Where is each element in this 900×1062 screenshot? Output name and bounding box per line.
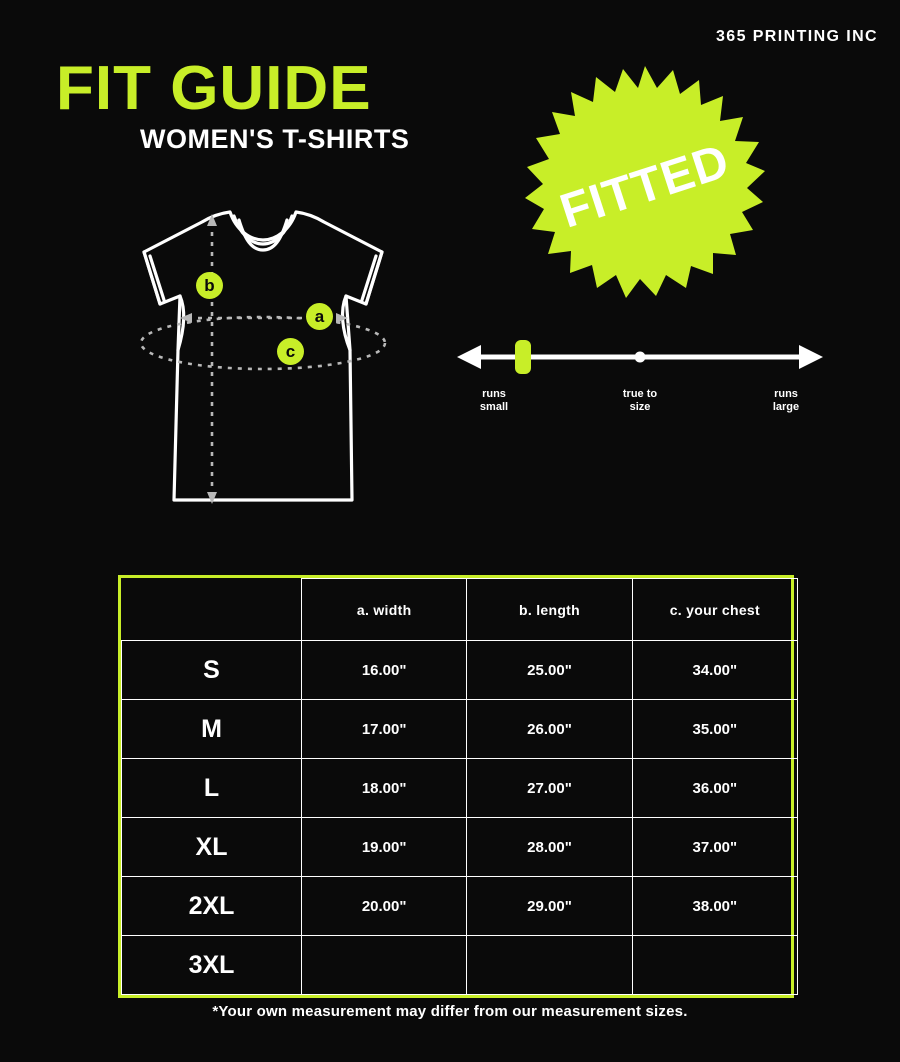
cell-size: L — [121, 758, 302, 818]
cell-chest: 36.00" — [631, 758, 798, 818]
table-row: L 18.00" 27.00" 36.00" — [121, 758, 798, 818]
cell-width — [300, 935, 468, 995]
table-row: M 17.00" 26.00" 35.00" — [121, 699, 798, 759]
cell-size: 2XL — [121, 876, 302, 936]
cell-chest: 34.00" — [631, 640, 798, 700]
starburst-icon — [525, 66, 765, 298]
fit-scale-label-small-line2: small — [479, 400, 509, 413]
cell-length: 26.00" — [466, 699, 633, 759]
cell-width: 18.00" — [300, 758, 468, 818]
fit-marker — [515, 340, 531, 374]
marker-b: b — [196, 272, 223, 299]
cell-chest: 35.00" — [631, 699, 798, 759]
cell-size: M — [121, 699, 302, 759]
fitted-badge: FITTED — [525, 62, 765, 310]
cell-chest: 38.00" — [631, 876, 798, 936]
page-title: FIT GUIDE — [56, 54, 372, 123]
cell-chest: 37.00" — [631, 817, 798, 877]
tshirt-diagram — [100, 200, 420, 530]
chest-measure-ellipse — [139, 315, 387, 371]
col-header-size — [121, 578, 302, 641]
cell-size: XL — [121, 817, 302, 877]
fit-scale-label-true-line1: true to — [622, 388, 658, 400]
col-header-width: a. width — [300, 578, 468, 641]
brand-name: 365 PRINTING INC — [716, 28, 878, 45]
table-header-row: a. width b. length c. your chest — [121, 578, 798, 641]
cell-size: 3XL — [121, 935, 302, 995]
cell-length: 25.00" — [466, 640, 633, 700]
fit-scale — [455, 335, 825, 415]
cell-chest — [631, 935, 798, 995]
marker-a: a — [306, 303, 333, 330]
size-table-body: S 16.00" 25.00" 34.00" M 17.00" 26.00" 3… — [121, 640, 798, 995]
size-table-wrapper: a. width b. length c. your chest S 16.00… — [118, 575, 798, 998]
fit-scale-label-large: runs large — [747, 388, 825, 413]
cell-width: 19.00" — [300, 817, 468, 877]
size-table-head: a. width b. length c. your chest — [121, 578, 798, 641]
cell-width: 20.00" — [300, 876, 468, 936]
cell-length: 27.00" — [466, 758, 633, 818]
fit-scale-label-large-line2: large — [772, 400, 800, 413]
arrow-left-icon — [457, 345, 481, 369]
cell-length — [466, 935, 633, 995]
fit-scale-label-large-line1: runs — [774, 388, 798, 400]
table-row: S 16.00" 25.00" 34.00" — [121, 640, 798, 700]
cell-length: 29.00" — [466, 876, 633, 936]
true-to-size-dot — [634, 351, 646, 363]
col-header-chest: c. your chest — [631, 578, 798, 641]
fit-scale-label-true: true to size — [601, 388, 679, 413]
col-header-length: b. length — [466, 578, 633, 641]
cell-size: S — [121, 640, 302, 700]
size-table: a. width b. length c. your chest S 16.00… — [121, 578, 798, 995]
fit-scale-label-small: runs small — [455, 388, 533, 413]
measurement-footnote: *Your own measurement may differ from ou… — [212, 1003, 688, 1020]
page-subtitle: WOMEN'S T-SHIRTS — [140, 124, 410, 154]
fit-scale-label-small-line1: runs — [482, 388, 506, 400]
marker-c: c — [277, 338, 304, 365]
fit-scale-label-true-line2: size — [629, 400, 651, 413]
arrow-right-icon — [799, 345, 823, 369]
fit-scale-labels: runs small true to size runs large — [455, 388, 825, 428]
table-row: 2XL 20.00" 29.00" 38.00" — [121, 876, 798, 936]
cell-width: 17.00" — [300, 699, 468, 759]
fit-scale-axis-icon — [457, 340, 823, 374]
cell-length: 28.00" — [466, 817, 633, 877]
cell-width: 16.00" — [300, 640, 468, 700]
tshirt-outline-icon — [139, 210, 387, 504]
table-row: 3XL — [121, 935, 798, 995]
table-row: XL 19.00" 28.00" 37.00" — [121, 817, 798, 877]
